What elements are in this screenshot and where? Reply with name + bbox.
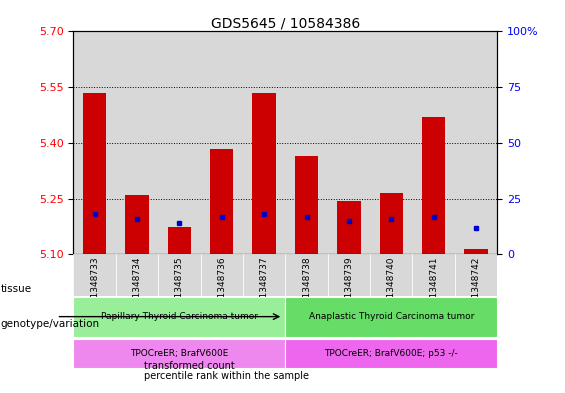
Bar	[328, 31, 370, 255]
Text: GSM1348733: GSM1348733	[90, 257, 99, 317]
Text: GSM1348735: GSM1348735	[175, 257, 184, 317]
Bar	[285, 339, 497, 368]
Bar	[285, 255, 328, 296]
Bar	[243, 255, 285, 296]
Bar	[422, 117, 445, 255]
Bar	[168, 227, 191, 255]
Bar	[370, 255, 412, 296]
Text: TPOCreER; BrafV600E; p53 -/-: TPOCreER; BrafV600E; p53 -/-	[324, 349, 458, 358]
Bar	[116, 255, 158, 296]
Text: Papillary Thyroid Carcinoma tumor: Papillary Thyroid Carcinoma tumor	[101, 312, 258, 321]
Title: GDS5645 / 10584386: GDS5645 / 10584386	[211, 16, 360, 30]
Bar	[328, 255, 370, 296]
Bar	[158, 31, 201, 255]
Text: transformed count: transformed count	[144, 361, 235, 371]
Text: tissue: tissue	[1, 284, 32, 294]
Text: GSM1348739: GSM1348739	[345, 257, 353, 317]
Text: GSM1348742: GSM1348742	[472, 257, 480, 317]
Text: percentile rank within the sample: percentile rank within the sample	[144, 371, 309, 381]
Bar	[455, 255, 497, 296]
Text: GSM1348740: GSM1348740	[387, 257, 396, 317]
Text: GSM1348734: GSM1348734	[133, 257, 141, 317]
Text: GSM1348741: GSM1348741	[429, 257, 438, 317]
Text: Anaplastic Thyroid Carcinoma tumor: Anaplastic Thyroid Carcinoma tumor	[308, 312, 474, 321]
Text: GSM1348738: GSM1348738	[302, 257, 311, 317]
Text: TPOCreER; BrafV600E: TPOCreER; BrafV600E	[130, 349, 229, 358]
Bar	[73, 339, 285, 368]
Text: GSM1348737: GSM1348737	[260, 257, 268, 317]
Bar	[201, 31, 243, 255]
Bar	[285, 297, 497, 336]
Bar	[210, 149, 233, 255]
Bar	[380, 193, 403, 255]
Bar	[83, 93, 106, 255]
Bar	[370, 31, 412, 255]
Bar	[253, 93, 276, 255]
Bar	[412, 255, 455, 296]
Bar	[295, 156, 318, 255]
Text: genotype/variation: genotype/variation	[1, 319, 99, 329]
Bar	[243, 31, 285, 255]
Text: GSM1348736: GSM1348736	[218, 257, 226, 317]
Bar	[73, 31, 116, 255]
Bar	[201, 255, 243, 296]
Bar	[337, 200, 360, 255]
Bar	[285, 31, 328, 255]
Bar	[73, 255, 116, 296]
Bar	[125, 195, 149, 255]
Bar	[464, 249, 488, 255]
Bar	[455, 31, 497, 255]
Bar	[116, 31, 158, 255]
Bar	[412, 31, 455, 255]
Bar	[73, 297, 285, 336]
Bar	[158, 255, 201, 296]
